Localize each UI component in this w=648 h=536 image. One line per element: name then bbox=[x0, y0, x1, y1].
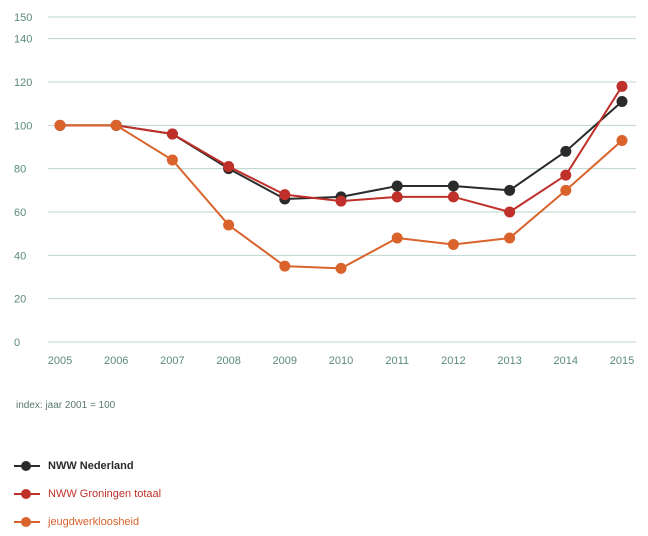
data-point bbox=[279, 260, 291, 272]
legend: NWW Nederland NWW Groningen totaal jeugd… bbox=[14, 452, 161, 536]
grid-lines bbox=[48, 16, 636, 343]
data-point bbox=[616, 80, 628, 92]
y-tick-label: 40 bbox=[14, 250, 26, 262]
data-point bbox=[447, 191, 459, 203]
series-1 bbox=[54, 80, 628, 218]
data-point bbox=[391, 191, 403, 203]
x-tick-label: 2009 bbox=[273, 355, 297, 367]
y-tick-label: 0 bbox=[14, 337, 20, 349]
x-tick-label: 2012 bbox=[441, 355, 465, 367]
series-2 bbox=[54, 119, 628, 274]
data-point bbox=[391, 180, 403, 192]
data-point bbox=[447, 180, 459, 192]
data-point bbox=[391, 232, 403, 244]
legend-item-nww-nederland: NWW Nederland bbox=[14, 452, 161, 480]
legend-label: NWW Nederland bbox=[48, 460, 134, 472]
y-tick-label: 20 bbox=[14, 294, 26, 306]
data-point bbox=[616, 135, 628, 146]
legend-item-nww-groningen: NWW Groningen totaal bbox=[14, 480, 161, 508]
data-point bbox=[223, 219, 235, 231]
x-tick-label: 2005 bbox=[48, 355, 72, 367]
data-point bbox=[560, 169, 572, 181]
x-tick-label: 2010 bbox=[329, 355, 353, 367]
data-point bbox=[279, 189, 291, 201]
x-tick-label: 2015 bbox=[610, 355, 634, 367]
y-tick-label: 100 bbox=[14, 120, 32, 132]
data-point bbox=[166, 128, 178, 140]
data-point bbox=[504, 232, 516, 244]
x-tick-label: 2006 bbox=[104, 355, 128, 367]
y-axis-ticks: 0 20 40 60 80 100 120 140 150 bbox=[14, 12, 32, 349]
data-point bbox=[447, 239, 459, 250]
series-line bbox=[60, 100, 623, 201]
data-point bbox=[504, 206, 516, 218]
data-point bbox=[223, 161, 235, 172]
legend-item-jeugdwerkloosheid: jeugdwerkloosheid bbox=[14, 508, 161, 536]
x-tick-label: 2007 bbox=[160, 355, 184, 367]
x-tick-label: 2014 bbox=[554, 355, 578, 367]
data-point bbox=[54, 119, 66, 131]
x-tick-label: 2011 bbox=[385, 355, 409, 367]
y-tick-label: 60 bbox=[14, 207, 26, 219]
data-point bbox=[560, 184, 572, 196]
x-tick-label: 2013 bbox=[497, 355, 521, 367]
data-point bbox=[335, 195, 347, 207]
index-note: index: jaar 2001 = 100 bbox=[16, 400, 116, 411]
data-point bbox=[616, 96, 628, 107]
legend-marker-icon bbox=[14, 516, 40, 528]
y-tick-label: 140 bbox=[14, 34, 32, 46]
data-point bbox=[335, 262, 347, 274]
y-tick-label: 150 bbox=[14, 12, 32, 24]
data-point bbox=[504, 184, 516, 196]
data-point bbox=[166, 154, 178, 166]
data-point bbox=[560, 145, 572, 157]
y-tick-label: 80 bbox=[14, 164, 26, 176]
legend-marker-icon bbox=[14, 460, 40, 472]
legend-label: jeugdwerkloosheid bbox=[48, 516, 140, 528]
y-tick-label: 120 bbox=[14, 77, 32, 89]
legend-label: NWW Groningen totaal bbox=[48, 488, 162, 500]
legend-marker-icon bbox=[14, 488, 40, 500]
series-group bbox=[54, 80, 628, 274]
series-0 bbox=[54, 96, 628, 205]
data-point bbox=[110, 119, 122, 131]
x-tick-label: 2008 bbox=[216, 355, 240, 367]
x-axis-ticks: 2005 2006 2007 2008 2009 2010 2011 2012 2013 2014… bbox=[48, 355, 634, 367]
